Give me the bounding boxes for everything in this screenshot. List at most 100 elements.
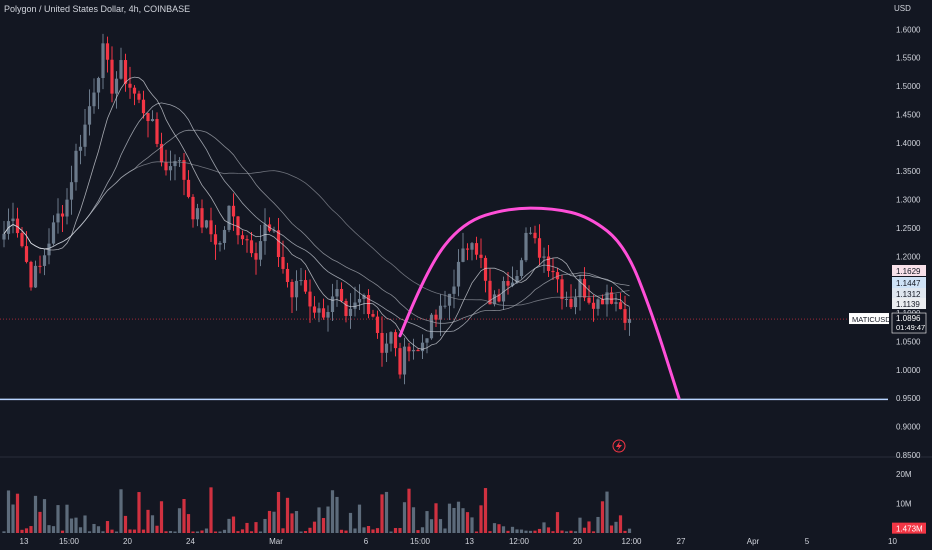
x-tick-label: 12:00 — [509, 537, 530, 546]
candle-body — [479, 254, 483, 258]
candle-body — [429, 314, 434, 339]
ma-price-label: 1.1312 — [896, 290, 921, 299]
volume-bar — [614, 521, 618, 533]
candle-body — [200, 208, 204, 228]
candle-body — [366, 295, 371, 315]
candle-body — [519, 260, 524, 277]
volume-bar — [533, 530, 537, 533]
candle-body — [600, 299, 605, 305]
volume-bar — [272, 511, 276, 533]
candle-body — [65, 199, 69, 217]
volume-bar — [434, 503, 438, 533]
candle-body — [177, 160, 182, 162]
volume-bar — [177, 508, 182, 533]
candle-body — [506, 281, 510, 286]
candle-body — [573, 297, 578, 308]
volume-bar — [33, 495, 38, 533]
volume-tag — [892, 522, 926, 534]
volume-bar — [290, 513, 294, 533]
volume-bar — [542, 522, 546, 533]
candle-body — [443, 305, 447, 307]
volume-bar — [497, 524, 501, 533]
volume-bar — [146, 509, 150, 533]
candle-body — [591, 302, 596, 309]
volume-bar — [366, 525, 371, 533]
volume-bar — [123, 515, 128, 533]
volume-bar — [596, 516, 600, 533]
volume-bar — [474, 531, 479, 533]
candle-body — [87, 106, 92, 125]
y-tick-label: 1.0000 — [896, 366, 921, 375]
volume-bar — [51, 526, 56, 533]
candle-body — [83, 124, 87, 147]
volume-bar — [38, 511, 42, 533]
x-tick-label: 5 — [805, 537, 810, 546]
last-price-label: 1.0896 — [896, 314, 921, 323]
volume-bar — [87, 531, 92, 533]
ma-price-tag — [892, 298, 926, 309]
candle-body — [492, 294, 497, 305]
volume-bar — [209, 487, 213, 533]
volume-bar — [173, 531, 177, 533]
volume-bar — [24, 528, 29, 533]
candle-body — [236, 216, 240, 236]
candle-body — [371, 314, 375, 317]
y-tick-label: 1.6000 — [896, 25, 921, 34]
ma-price-label: 1.1447 — [896, 279, 921, 288]
volume-bar — [258, 531, 263, 533]
volume-bar — [425, 511, 429, 533]
volume-bar — [465, 512, 470, 533]
candle-body — [510, 282, 515, 286]
candle-body — [42, 255, 47, 266]
volume-bar — [11, 504, 15, 533]
candle-body — [398, 348, 402, 375]
candles-layer — [2, 33, 632, 385]
volume-bar — [623, 530, 627, 533]
candle-body — [380, 332, 384, 353]
volume-bar — [488, 531, 492, 533]
candle-body — [11, 218, 15, 222]
volume-bar — [191, 531, 195, 533]
volume-bar — [303, 531, 308, 533]
volume-bar — [600, 501, 605, 533]
volume-bar — [510, 526, 515, 533]
volume-bar — [447, 503, 452, 533]
y-tick-label: 1.2500 — [896, 224, 921, 233]
candle-body — [465, 248, 470, 250]
volume-bar — [276, 492, 281, 533]
x-tick-label: 10 — [888, 537, 897, 546]
volume-bar — [92, 523, 96, 533]
candle-body — [375, 316, 380, 333]
candle-body — [182, 160, 186, 180]
x-tick-label: 15:00 — [59, 537, 80, 546]
candle-body — [407, 346, 411, 352]
volume-bar — [326, 506, 330, 533]
y-tick-label: 1.2000 — [896, 252, 921, 261]
candle-body — [321, 308, 326, 318]
candle-body — [101, 43, 105, 79]
candle-body — [326, 312, 330, 318]
lightning-icon — [612, 439, 626, 453]
volume-bar — [407, 488, 411, 533]
x-tick-label: 15:00 — [410, 537, 431, 546]
chart-title: Polygon / United States Dollar, 4h, COIN… — [4, 4, 191, 14]
candle-body — [537, 238, 542, 258]
candle-body — [587, 297, 591, 303]
x-tick-label: 20 — [123, 537, 132, 546]
volume-bar — [114, 531, 119, 533]
volume-bar — [519, 529, 524, 533]
candle-body — [501, 281, 506, 302]
volume-bar — [348, 512, 353, 533]
volume-bar — [2, 531, 6, 533]
ma-price-tag — [892, 265, 926, 276]
candle-body — [555, 272, 560, 280]
x-tick-label: Apr — [747, 537, 760, 546]
volume-bar — [501, 526, 506, 533]
y-tick-label: 1.3000 — [896, 196, 921, 205]
volume-bar — [236, 531, 240, 533]
volume-bar — [195, 531, 200, 533]
candle-body — [623, 309, 627, 323]
volume-bar — [591, 531, 596, 533]
candle-body — [542, 256, 546, 258]
